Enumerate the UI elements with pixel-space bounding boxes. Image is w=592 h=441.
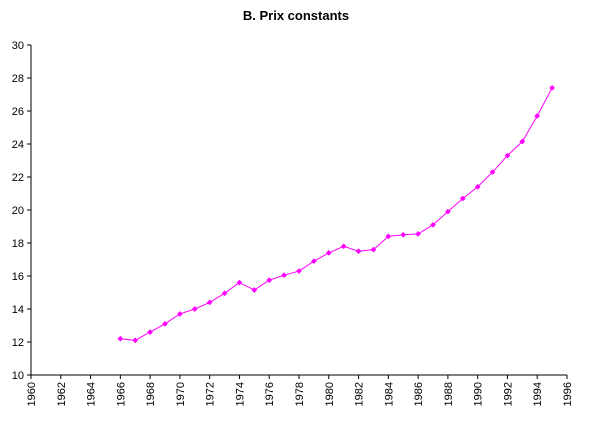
data-point-marker (444, 208, 451, 215)
y-tick-label: 10 (12, 370, 24, 382)
y-tick-label: 26 (12, 106, 24, 118)
x-tick-label: 1988 (443, 382, 455, 406)
data-point-marker (355, 248, 362, 255)
data-point-marker (325, 249, 332, 256)
data-point-marker (415, 230, 422, 237)
x-tick-label: 1982 (354, 382, 366, 406)
x-tick-label: 1970 (175, 382, 187, 406)
x-tick-label: 1996 (562, 382, 574, 406)
data-point-marker (489, 169, 496, 176)
y-tick-label: 20 (12, 205, 24, 217)
y-tick-label: 24 (12, 139, 24, 151)
y-tick-label: 22 (12, 172, 24, 184)
x-tick-label: 1990 (473, 382, 485, 406)
data-point-marker (162, 320, 168, 327)
x-tick-label: 1986 (413, 382, 425, 406)
data-point-marker (310, 258, 317, 265)
data-point-marker (117, 335, 124, 342)
y-tick-label: 28 (12, 73, 24, 85)
data-point-marker (236, 279, 243, 286)
x-axis-ticks: 1960 1962 1964 1966 1968 1970 1972 1974 1976 1978… (26, 375, 574, 406)
x-tick-label: 1964 (86, 382, 98, 406)
y-tick-label: 14 (12, 304, 24, 316)
y-tick-label: 12 (12, 337, 24, 349)
data-point-marker (430, 221, 436, 228)
data-point-marker (296, 268, 302, 275)
y-tick-label: 18 (12, 238, 24, 250)
y-axis-ticks: 10 12 14 16 18 20 22 24 26 28 30 (12, 40, 31, 382)
x-tick-label: 1994 (532, 382, 544, 406)
data-point-marker (251, 287, 258, 293)
data-point-marker (206, 299, 213, 306)
series-group (117, 84, 556, 344)
data-point-marker (400, 231, 407, 238)
data-point-marker (534, 112, 541, 119)
data-point-marker (340, 243, 347, 250)
data-point-marker (459, 195, 466, 202)
data-point-marker (191, 306, 198, 312)
data-point-marker (221, 290, 228, 297)
data-point-marker (385, 233, 392, 240)
y-tick-label: 30 (12, 40, 24, 52)
x-tick-label: 1974 (234, 382, 246, 406)
x-tick-label: 1980 (324, 382, 336, 406)
x-tick-label: 1960 (26, 382, 38, 406)
series-line (120, 87, 553, 341)
data-point-marker (266, 277, 273, 284)
x-tick-label: 1976 (264, 382, 276, 406)
data-point-marker (504, 152, 511, 159)
data-point-marker (132, 337, 139, 344)
data-point-marker (519, 138, 526, 145)
data-point-marker (281, 272, 288, 279)
data-point-marker (147, 329, 154, 336)
x-tick-label: 1992 (502, 382, 514, 406)
x-tick-label: 1962 (56, 382, 68, 406)
data-point-marker (370, 246, 377, 253)
x-tick-label: 1968 (145, 382, 157, 406)
x-tick-label: 1984 (383, 382, 395, 406)
data-point-marker (549, 84, 556, 91)
data-point-marker (474, 183, 481, 190)
x-tick-label: 1966 (115, 382, 127, 406)
chart-title: B. Prix constants (243, 8, 349, 23)
x-tick-label: 1978 (294, 382, 306, 406)
data-point-marker (176, 310, 183, 317)
y-tick-label: 16 (12, 271, 24, 283)
x-tick-label: 1972 (205, 382, 217, 406)
